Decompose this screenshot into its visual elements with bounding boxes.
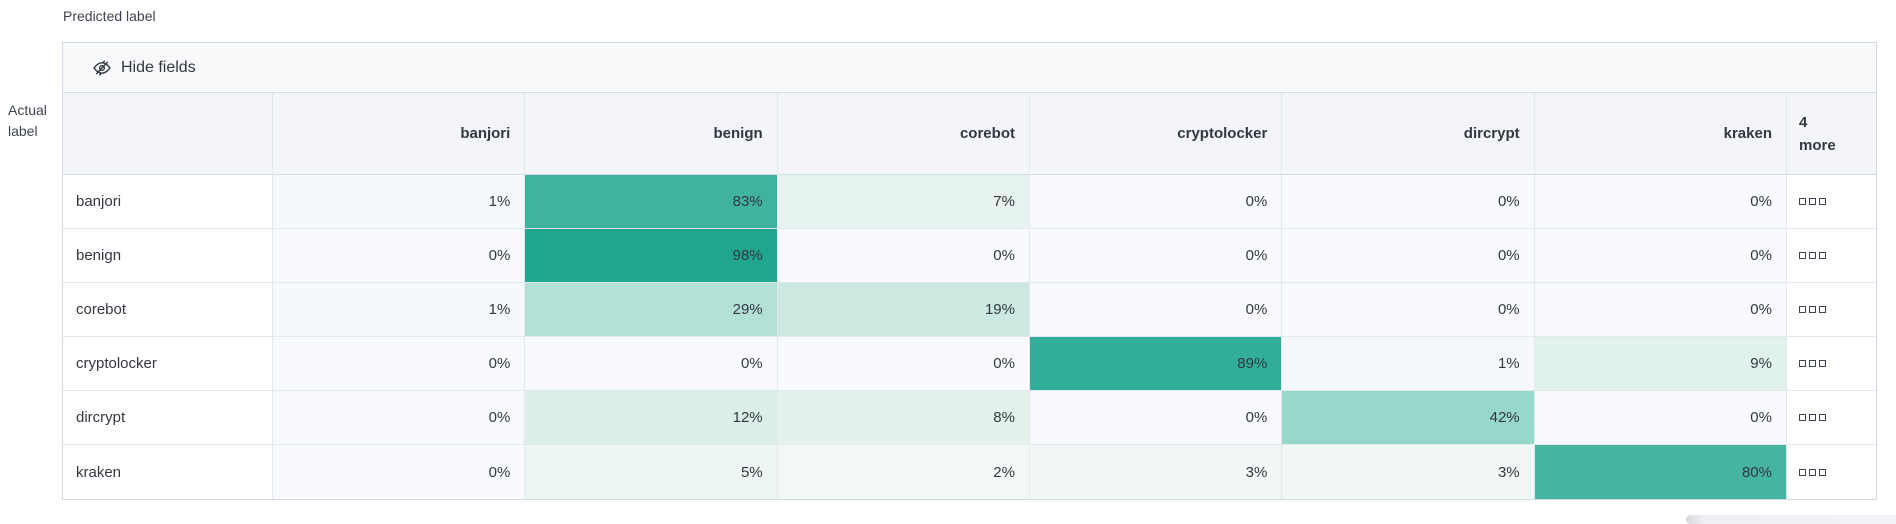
matrix-cell[interactable]: 0% <box>777 337 1030 391</box>
horizontal-scrollbar[interactable] <box>1686 515 1896 524</box>
column-header-cryptolocker[interactable]: cryptolocker <box>1029 93 1283 175</box>
row-label-cryptolocker[interactable]: cryptolocker <box>63 337 273 391</box>
data-grid: Hide fields banjori benign corebot cryptolo… <box>62 42 1877 500</box>
matrix-cell[interactable]: 1% <box>1282 337 1535 391</box>
row-label-kraken[interactable]: kraken <box>63 445 273 499</box>
column-header-banjori[interactable]: banjori <box>273 93 526 175</box>
matrix-cell[interactable]: 9% <box>1534 337 1787 391</box>
actual-axis-label: Actual label <box>8 102 47 139</box>
matrix-cell[interactable]: 0% <box>1029 175 1283 229</box>
matrix-cell[interactable]: 0% <box>1534 283 1787 337</box>
matrix-cell[interactable]: 3% <box>1282 445 1535 499</box>
matrix-cell[interactable]: 0% <box>1534 229 1787 283</box>
column-header-benign[interactable]: benign <box>525 93 778 175</box>
matrix-cell[interactable]: 0% <box>273 229 526 283</box>
matrix-cell[interactable]: 8% <box>777 391 1030 445</box>
matrix-cell[interactable]: 0% <box>1029 283 1283 337</box>
row-more-cell[interactable] <box>1786 175 1876 229</box>
boxes-horizontal-icon <box>1798 360 1826 367</box>
row-more-cell[interactable] <box>1786 229 1876 283</box>
row-label-banjori[interactable]: banjori <box>63 175 273 229</box>
boxes-horizontal-icon <box>1798 306 1826 313</box>
column-header-kraken[interactable]: kraken <box>1534 93 1787 175</box>
boxes-horizontal-icon <box>1798 198 1826 205</box>
boxes-horizontal-icon <box>1798 414 1826 421</box>
matrix-cell[interactable]: 0% <box>273 337 526 391</box>
matrix-cell[interactable]: 0% <box>273 391 526 445</box>
matrix-cell[interactable]: 83% <box>525 175 778 229</box>
matrix-cell[interactable]: 2% <box>777 445 1030 499</box>
header-corner-cell <box>63 93 273 175</box>
eye-closed-icon <box>92 58 112 78</box>
matrix-cell[interactable]: 3% <box>1029 445 1283 499</box>
row-more-cell[interactable] <box>1786 391 1876 445</box>
matrix-cell[interactable]: 89% <box>1029 337 1283 391</box>
hide-fields-button[interactable]: Hide fields <box>92 58 196 78</box>
boxes-horizontal-icon <box>1798 468 1826 476</box>
row-more-cell[interactable] <box>1786 337 1876 391</box>
matrix-cell[interactable]: 5% <box>525 445 778 499</box>
matrix-cell[interactable]: 98% <box>525 229 778 283</box>
matrix-cell[interactable]: 1% <box>273 283 526 337</box>
row-label-corebot[interactable]: corebot <box>63 283 273 337</box>
matrix-cell[interactable]: 0% <box>1534 391 1787 445</box>
matrix-cell[interactable]: 0% <box>525 337 778 391</box>
matrix-cell[interactable]: 19% <box>777 283 1030 337</box>
column-header-more[interactable]: 4 more <box>1786 93 1876 175</box>
matrix-cell[interactable]: 0% <box>1282 229 1535 283</box>
row-more-cell[interactable] <box>1786 283 1876 337</box>
matrix-cell[interactable]: 80% <box>1534 445 1787 499</box>
matrix-cell[interactable]: 12% <box>525 391 778 445</box>
hide-fields-label: Hide fields <box>121 58 196 76</box>
matrix-cell[interactable]: 0% <box>1029 229 1283 283</box>
matrix-cell[interactable]: 0% <box>777 229 1030 283</box>
matrix-cell[interactable]: 0% <box>1282 283 1535 337</box>
matrix-cell[interactable]: 29% <box>525 283 778 337</box>
row-more-cell[interactable] <box>1786 445 1876 499</box>
column-header-corebot[interactable]: corebot <box>777 93 1030 175</box>
row-label-dircrypt[interactable]: dircrypt <box>63 391 273 445</box>
matrix-cell[interactable]: 0% <box>1029 391 1283 445</box>
predicted-axis-label: Predicted label <box>63 8 156 24</box>
matrix-cell[interactable]: 0% <box>1534 175 1787 229</box>
boxes-horizontal-icon <box>1798 252 1826 259</box>
confusion-matrix-grid: banjori benign corebot cryptolocker dircrypt… <box>63 93 1876 499</box>
row-label-benign[interactable]: benign <box>63 229 273 283</box>
matrix-cell[interactable]: 7% <box>777 175 1030 229</box>
matrix-cell[interactable]: 0% <box>1282 175 1535 229</box>
matrix-cell[interactable]: 0% <box>273 445 526 499</box>
column-header-dircrypt[interactable]: dircrypt <box>1282 93 1535 175</box>
matrix-cell[interactable]: 42% <box>1282 391 1535 445</box>
data-grid-toolbar: Hide fields <box>63 43 1876 93</box>
matrix-cell[interactable]: 1% <box>273 175 526 229</box>
